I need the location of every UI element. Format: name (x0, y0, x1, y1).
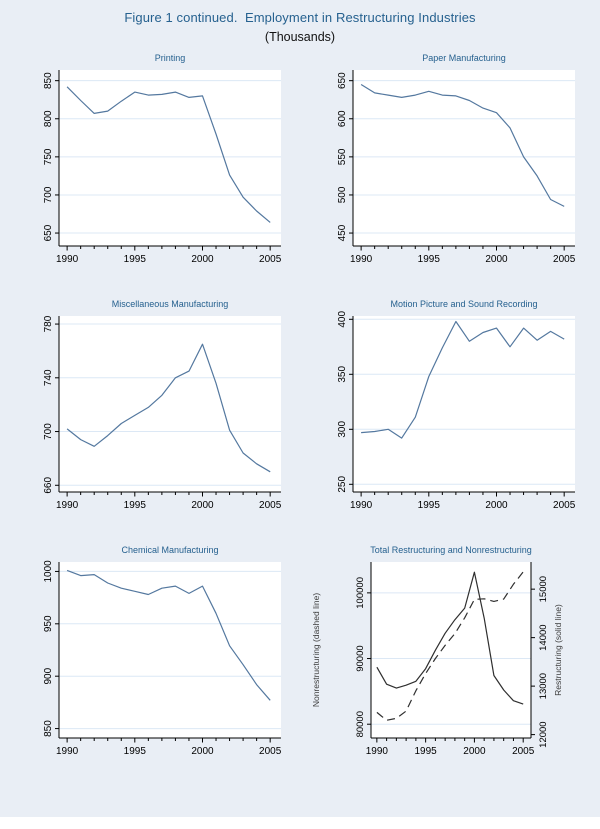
svg-text:2005: 2005 (259, 254, 282, 265)
page-bottom-margin (0, 817, 600, 829)
svg-text:2005: 2005 (259, 500, 282, 511)
paper-manufacturing-chart-plot: 450 500 550 600 650 1990 1995 2000 2005 (337, 70, 576, 265)
motion-picture-chart-plot: 250 300 350 400 1990 1995 2000 2005 (337, 311, 576, 511)
svg-text:250: 250 (337, 476, 348, 493)
chart-title: Motion Picture and Sound Recording (390, 299, 538, 309)
chart-title: Printing (154, 53, 186, 63)
svg-text:2005: 2005 (259, 746, 282, 757)
svg-text:Restructuring (solid line): Restructuring (solid line) (553, 604, 563, 696)
svg-text:300: 300 (337, 421, 348, 438)
chart-title: Chemical Manufacturing (121, 545, 219, 555)
svg-text:1995: 1995 (124, 254, 147, 265)
svg-text:1990: 1990 (56, 746, 79, 757)
svg-text:2000: 2000 (485, 500, 508, 511)
svg-text:15000: 15000 (538, 576, 549, 602)
svg-text:1990: 1990 (350, 254, 373, 265)
svg-text:660: 660 (43, 477, 54, 494)
chart-cell-chemical-manufacturing: Chemical Manufacturing 850 900 950 1000 1990… (13, 544, 293, 764)
svg-text:1995: 1995 (124, 500, 147, 511)
svg-text:800: 800 (43, 110, 54, 127)
svg-text:2005: 2005 (553, 254, 576, 265)
svg-text:1995: 1995 (418, 254, 441, 265)
svg-text:950: 950 (43, 615, 54, 632)
charts-grid: Printing 650 700 750 800 850 1990 1995 2000 2005… (0, 44, 600, 764)
chart-title: Miscellaneous Manufacturing (111, 299, 229, 309)
svg-text:550: 550 (337, 148, 348, 165)
svg-text:2005: 2005 (512, 746, 535, 757)
svg-text:80000: 80000 (355, 711, 366, 737)
svg-text:850: 850 (43, 72, 54, 89)
svg-text:2000: 2000 (191, 746, 214, 757)
svg-text:1990: 1990 (366, 746, 389, 757)
svg-text:350: 350 (337, 366, 348, 383)
chart-cell-total-restructuring: Total Restructuring and Nonrestructuring… (307, 544, 587, 764)
svg-text:90000: 90000 (355, 645, 366, 671)
figure-title: Figure 1 continued. Employment in Restru… (124, 10, 476, 25)
chart-cell-miscellaneous-manufacturing: Miscellaneous Manufacturing 660 700 740 780… (13, 298, 293, 518)
svg-text:2000: 2000 (485, 254, 508, 265)
svg-text:1995: 1995 (415, 746, 438, 757)
svg-text:2000: 2000 (191, 500, 214, 511)
chart-cell-printing: Printing 650 700 750 800 850 1990 1995 2000 2005 (13, 52, 293, 272)
svg-text:700: 700 (43, 186, 54, 203)
chart-cell-motion-picture: Motion Picture and Sound Recording 250 30… (307, 298, 587, 518)
svg-text:900: 900 (43, 667, 54, 684)
svg-text:650: 650 (337, 72, 348, 89)
svg-text:400: 400 (337, 311, 348, 328)
svg-text:850: 850 (43, 720, 54, 737)
printing-chart-plot: 650 700 750 800 850 1990 1995 2000 2005 (43, 70, 282, 265)
svg-text:450: 450 (337, 224, 348, 241)
svg-text:740: 740 (43, 369, 54, 386)
svg-text:1990: 1990 (350, 500, 373, 511)
svg-text:14000: 14000 (538, 624, 549, 650)
total-restructuring-chart-plot: 80000 90000 100000 12000 13000 14000 15000 Nonr… (311, 562, 563, 757)
svg-text:1990: 1990 (56, 500, 79, 511)
miscellaneous-manufacturing-chart-plot: 660 700 740 780 1990 1995 2000 2005 (43, 315, 282, 511)
svg-text:100000: 100000 (355, 577, 366, 609)
chart-cell-paper-manufacturing: Paper Manufacturing 450 500 550 600 650 1990 1… (307, 52, 587, 272)
svg-text:2000: 2000 (191, 254, 214, 265)
svg-text:1000: 1000 (43, 560, 54, 583)
chart-title: Total Restructuring and Nonrestructuring (370, 545, 532, 555)
svg-text:780: 780 (43, 315, 54, 332)
svg-text:Nonrestructuring (dashed line): Nonrestructuring (dashed line) (311, 593, 321, 708)
figure-header: Figure 1 continued. Employment in Restru… (0, 0, 600, 44)
svg-text:700: 700 (43, 423, 54, 440)
chart-title: Paper Manufacturing (422, 53, 506, 63)
svg-text:1995: 1995 (418, 500, 441, 511)
svg-text:1990: 1990 (56, 254, 79, 265)
figure-subtitle: (Thousands) (264, 30, 336, 44)
svg-text:2005: 2005 (553, 500, 576, 511)
chemical-manufacturing-chart-plot: 850 900 950 1000 1990 1995 2000 2005 (43, 560, 282, 757)
svg-text:500: 500 (337, 186, 348, 203)
svg-text:1995: 1995 (124, 746, 147, 757)
svg-text:13000: 13000 (538, 673, 549, 699)
svg-text:600: 600 (337, 110, 348, 127)
svg-text:650: 650 (43, 224, 54, 241)
svg-text:750: 750 (43, 148, 54, 165)
svg-text:12000: 12000 (538, 721, 549, 747)
svg-text:2000: 2000 (463, 746, 486, 757)
